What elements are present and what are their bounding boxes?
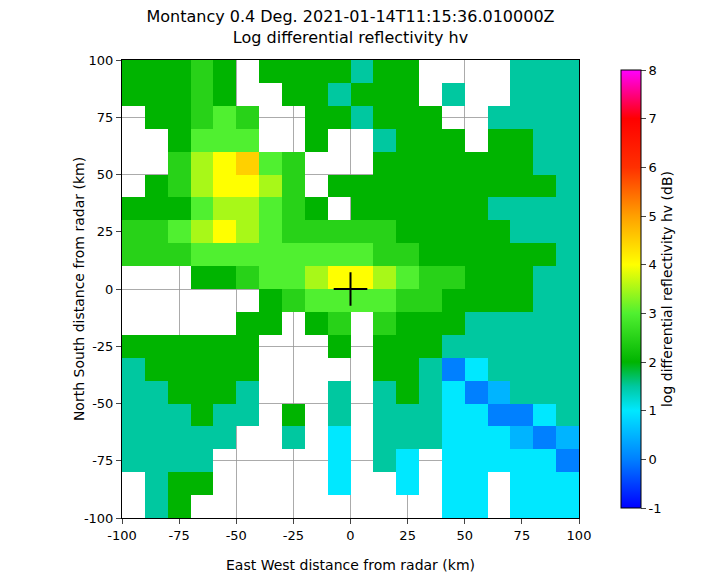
svg-text:-100: -100 [107, 528, 137, 543]
svg-text:-50: -50 [226, 528, 247, 543]
svg-text:-25: -25 [92, 339, 113, 354]
svg-text:East West distance from radar: East West distance from radar (km) [226, 557, 475, 573]
svg-text:25: 25 [97, 224, 114, 239]
svg-text:-75: -75 [169, 528, 190, 543]
svg-text:3: 3 [649, 306, 657, 321]
svg-text:50: 50 [456, 528, 473, 543]
svg-text:7: 7 [649, 111, 657, 126]
svg-text:5: 5 [649, 209, 657, 224]
svg-text:log differential reflectivity: log differential reflectivity hv (dB) [659, 171, 675, 407]
svg-text:8: 8 [649, 63, 657, 78]
svg-text:-25: -25 [283, 528, 304, 543]
svg-text:25: 25 [399, 528, 416, 543]
svg-text:4: 4 [649, 257, 657, 272]
svg-text:0: 0 [105, 282, 113, 297]
svg-text:Montancy 0.4 Deg. 2021-01-14T1: Montancy 0.4 Deg. 2021-01-14T11:15:36.01… [146, 7, 554, 47]
svg-text:-75: -75 [92, 453, 113, 468]
svg-text:-50: -50 [92, 396, 113, 411]
svg-text:North South distance from rada: North South distance from radar (km) [71, 157, 87, 421]
svg-text:-1: -1 [649, 501, 662, 516]
svg-text:75: 75 [97, 110, 114, 125]
svg-text:2: 2 [649, 355, 657, 370]
svg-text:-100: -100 [84, 511, 114, 526]
svg-text:0: 0 [346, 528, 354, 543]
svg-text:6: 6 [649, 160, 657, 175]
svg-text:100: 100 [89, 53, 114, 68]
svg-text:1: 1 [649, 403, 657, 418]
svg-text:0: 0 [649, 452, 657, 467]
svg-text:75: 75 [514, 528, 531, 543]
svg-text:100: 100 [567, 528, 592, 543]
svg-text:50: 50 [97, 167, 114, 182]
